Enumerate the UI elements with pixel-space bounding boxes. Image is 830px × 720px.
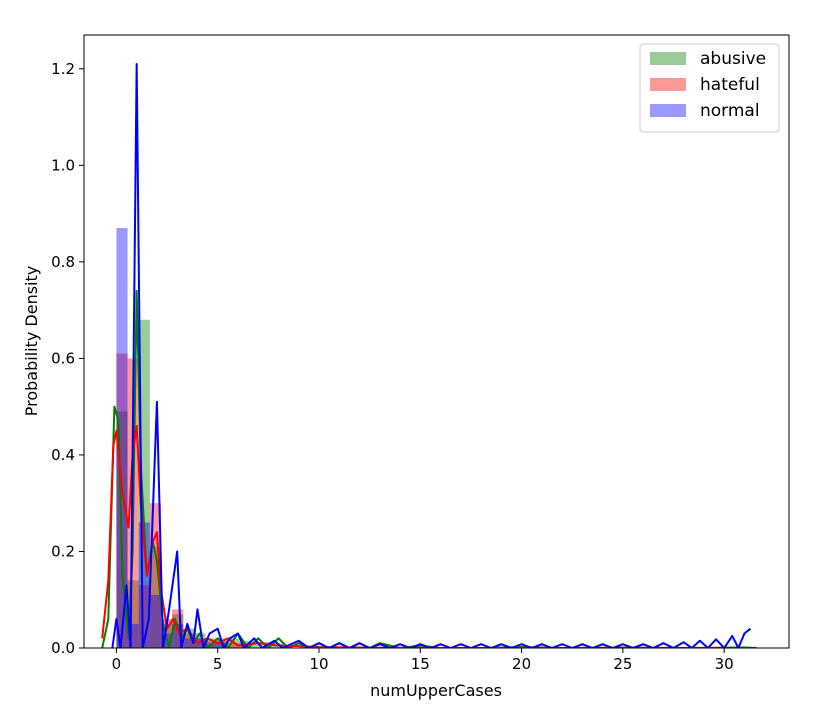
hist-bar-abusive-2: [138, 319, 150, 648]
y-tick-label: 1.2: [51, 60, 75, 78]
kde-layer: [101, 62, 757, 648]
kde-line-normal: [111, 62, 752, 648]
y-tick-label: 0.6: [51, 349, 75, 367]
legend-swatch-hateful: [650, 78, 686, 91]
hist-bar-hateful-3: [149, 503, 161, 648]
x-tick-label: 25: [613, 655, 632, 673]
y-axis-label: Probability Density: [22, 266, 41, 417]
legend: abusive hateful normal: [639, 43, 780, 133]
hist-bar-hateful-6: [183, 633, 195, 648]
y-tick-label: 0.2: [51, 542, 75, 560]
x-tick-label: 30: [715, 655, 734, 673]
y-tick-label: 0.0: [51, 639, 75, 657]
y-tick-label: 1.0: [51, 156, 75, 174]
legend-swatch-abusive: [650, 52, 686, 65]
hist-bar-hateful-2: [138, 585, 150, 648]
hist-bar-abusive-8: [205, 638, 217, 648]
legend-label-normal: normal: [700, 101, 760, 121]
hist-bar-hateful-7: [194, 638, 206, 648]
hist-bar-hateful-4: [160, 619, 173, 648]
hist-bar-normal-2: [138, 522, 150, 648]
hist-bar-abusive-12: [250, 642, 262, 648]
hist-bar-normal-6: [183, 638, 195, 648]
hist-bar-abusive-1: [127, 580, 139, 648]
hist-bar-abusive-7: [194, 633, 206, 648]
hist-bar-normal-1: [127, 623, 139, 648]
legend-label-abusive: abusive: [700, 49, 766, 69]
x-tick-label: 5: [213, 655, 223, 673]
hist-bar-normal-0: [116, 228, 128, 648]
legend-label-hateful: hateful: [700, 75, 760, 95]
x-tick-label: 20: [512, 655, 531, 673]
kde-line-hateful: [101, 424, 725, 648]
y-tick-label: 0.4: [51, 446, 75, 464]
x-tick-label: 10: [309, 655, 328, 673]
hist-bar-normal-5: [172, 623, 184, 648]
hist-bar-hateful-0: [116, 353, 128, 648]
legend-box: [639, 43, 780, 133]
legend-swatch-normal: [650, 104, 686, 117]
plot-frame: [83, 34, 790, 649]
hist-bar-normal-3: [149, 594, 161, 648]
hist-bar-abusive-6: [183, 628, 195, 648]
y-tick-label: 0.8: [51, 253, 75, 271]
y-axis: 0.0 0.2 0.4 0.6 0.8 1.0 1.2: [51, 60, 84, 657]
x-tick-label: 0: [112, 655, 122, 673]
hist-bar-normal-7: [194, 638, 206, 648]
x-tick-label: 15: [411, 655, 430, 673]
hist-bar-hateful-10: [227, 643, 239, 648]
x-axis-label: numUpperCases: [370, 681, 502, 700]
x-axis: 0 5 10 15 20 25 30: [112, 648, 734, 673]
hist-bar-abusive-3: [149, 546, 161, 648]
